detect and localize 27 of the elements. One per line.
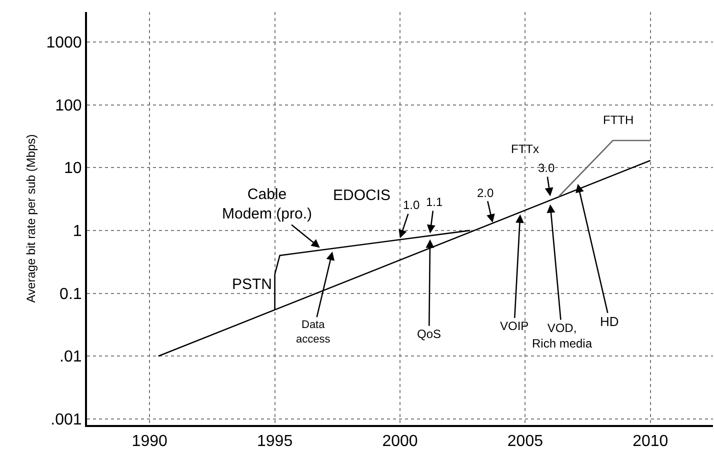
y-axis-title: Average bit rate per sub (Mbps)	[24, 134, 38, 303]
annotation: 2.0	[477, 186, 494, 200]
annotation: Data access	[296, 319, 331, 346]
annotation: 1.1	[426, 195, 444, 209]
annotation: HD	[600, 314, 619, 329]
y-tick-label: 1	[72, 223, 82, 240]
x-tick-label: 1995	[257, 433, 293, 450]
annotation: EDOCIS	[333, 187, 391, 204]
annotation: FTTH	[603, 113, 634, 127]
y-tick-label: .01	[60, 348, 82, 366]
annotation: VOD, Rich media	[532, 321, 592, 351]
annotation: PSTN	[232, 276, 272, 293]
annotation: FTTx	[511, 142, 539, 156]
annotation: Cable Modem (pro.)	[222, 186, 312, 222]
x-tick-label: 1990	[132, 433, 168, 450]
annotation: 3.0	[538, 161, 556, 175]
y-tick-label: 10	[64, 160, 82, 178]
annotation: 1.0	[403, 198, 420, 212]
annotation: VOIP	[500, 319, 529, 333]
x-tick-label: 2005	[507, 433, 544, 450]
y-tick-label: .001	[50, 412, 82, 429]
annotation: QoS	[417, 327, 442, 341]
y-tick-label: 100	[55, 97, 82, 114]
x-tick-label: 2010	[632, 433, 668, 450]
x-tick-label: 2000	[382, 433, 418, 450]
y-tick-label: 1000	[46, 34, 82, 52]
y-tick-label: 0.1	[60, 286, 82, 303]
